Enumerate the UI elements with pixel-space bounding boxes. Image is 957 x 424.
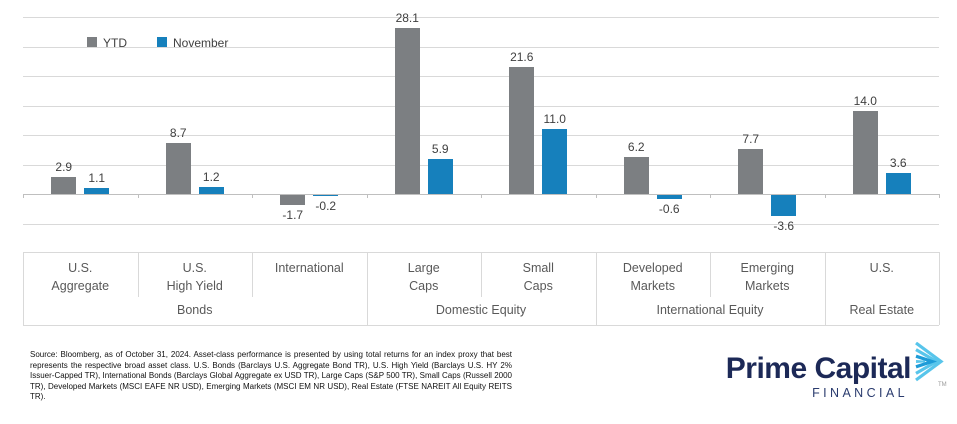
table-group-divider — [595, 252, 597, 325]
axis-tick — [252, 194, 253, 198]
bar-ytd-small-caps — [509, 66, 535, 194]
value-label-ytd-small-caps: 21.6 — [510, 49, 534, 64]
category-label-emerging-markets: Emerging Markets — [740, 261, 795, 293]
logo-wordmark: Prime Capital — [725, 352, 912, 385]
value-label-november-large-caps: 5.9 — [431, 142, 449, 157]
value-label-november-emerging-markets: -3.6 — [773, 219, 795, 234]
bar-november-u-s-aggregate — [84, 187, 110, 194]
bar-november-small-caps — [542, 129, 568, 194]
value-label-ytd-large-caps: 28.1 — [395, 11, 419, 26]
gridline-25 — [23, 46, 939, 48]
source-note: Source: Bloomberg, as of October 31, 202… — [30, 350, 512, 402]
axis-tick — [481, 194, 482, 198]
bar-november-emerging-markets — [771, 195, 797, 217]
category-label-u-s-aggregate: U.S. Aggregate — [51, 261, 110, 293]
category-label-small-caps: Small Caps — [522, 261, 554, 293]
value-label-ytd-u-s-aggregate: 2.9 — [55, 159, 73, 174]
table-group-divider — [824, 252, 826, 325]
value-label-november-u-s: 3.6 — [889, 155, 907, 170]
category-label-large-caps: Large Caps — [407, 261, 440, 293]
bar-november-u-s — [885, 172, 911, 194]
legend-swatch-ytd — [87, 37, 97, 47]
group-label-international-equity: International Equity — [656, 303, 764, 317]
bar-november-large-caps — [427, 159, 453, 194]
category-label-developed-markets: Developed Markets — [622, 261, 683, 293]
value-label-november-u-s-high-yield: 1.2 — [202, 169, 220, 184]
gridline-20 — [23, 76, 939, 77]
category-label-international: International — [274, 261, 344, 275]
value-label-ytd-developed-markets: 6.2 — [627, 140, 645, 155]
legend-label-ytd: YTD — [103, 36, 127, 50]
bar-november-international — [313, 195, 339, 197]
category-label-u-s: U.S. — [869, 261, 894, 275]
value-label-ytd-u-s: 14.0 — [853, 94, 877, 109]
bar-november-developed-markets — [656, 195, 682, 199]
chevron-icon — [915, 342, 944, 382]
bar-ytd-large-caps — [394, 28, 420, 194]
asset-class-performance-chart: 2.9 8.7 -1.7 28.1 21.6 6.2 7.7 14.0 1.1 1.2 -0.2 5.… — [23, 11, 940, 326]
bar-ytd-u-s-high-yield — [165, 142, 191, 194]
axis-tick — [137, 194, 139, 198]
group-label-bonds: Bonds — [177, 303, 213, 317]
bar-ytd-u-s-aggregate — [51, 176, 77, 194]
table-bottom-border — [23, 325, 939, 326]
axis-tick — [710, 194, 711, 198]
value-label-ytd-u-s-high-yield: 8.7 — [169, 125, 187, 140]
bar-ytd-emerging-markets — [738, 148, 764, 194]
gridline-30 — [23, 17, 939, 18]
trademark-symbol: TM — [938, 382, 947, 388]
category-label-u-s-high-yield: U.S. High Yield — [166, 261, 223, 293]
legend-label-november: November — [173, 36, 229, 50]
value-label-november-small-caps: 11.0 — [543, 112, 566, 127]
value-label-november-international: -0.2 — [315, 199, 337, 214]
axis-tick — [939, 194, 940, 198]
gridline-15 — [23, 105, 939, 107]
bar-ytd-developed-markets — [623, 157, 649, 194]
table-cell-divider — [481, 252, 482, 297]
group-label-domestic-equity: Domestic Equity — [435, 303, 527, 317]
table-group-divider — [939, 252, 940, 325]
prime-capital-logo: Prime Capital FINANCIAL TM — [700, 340, 957, 410]
gridline--5 — [23, 223, 939, 225]
table-group-divider — [23, 252, 24, 325]
bar-november-u-s-high-yield — [198, 186, 224, 194]
table-cell-divider — [252, 252, 253, 297]
axis-tick — [824, 194, 826, 198]
table-group-divider — [366, 252, 368, 325]
axis-tick — [366, 194, 368, 198]
gridline-10 — [23, 135, 939, 136]
bar-ytd-u-s — [852, 111, 878, 194]
value-label-ytd-emerging-markets: 7.7 — [742, 131, 760, 146]
value-label-november-developed-markets: -0.6 — [658, 201, 680, 216]
group-label-real-estate: Real Estate — [849, 303, 915, 317]
legend-swatch-november — [157, 37, 167, 47]
logo-subtitle: FINANCIAL — [812, 386, 908, 400]
axis-tick — [595, 194, 597, 198]
gridline-5 — [23, 164, 939, 166]
bar-ytd-international — [280, 195, 306, 206]
axis-tick — [23, 194, 24, 198]
table-cell-divider — [137, 252, 139, 297]
value-label-ytd-international: -1.7 — [282, 208, 304, 223]
table-cell-divider — [710, 252, 711, 297]
value-label-november-u-s-aggregate: 1.1 — [88, 170, 106, 185]
